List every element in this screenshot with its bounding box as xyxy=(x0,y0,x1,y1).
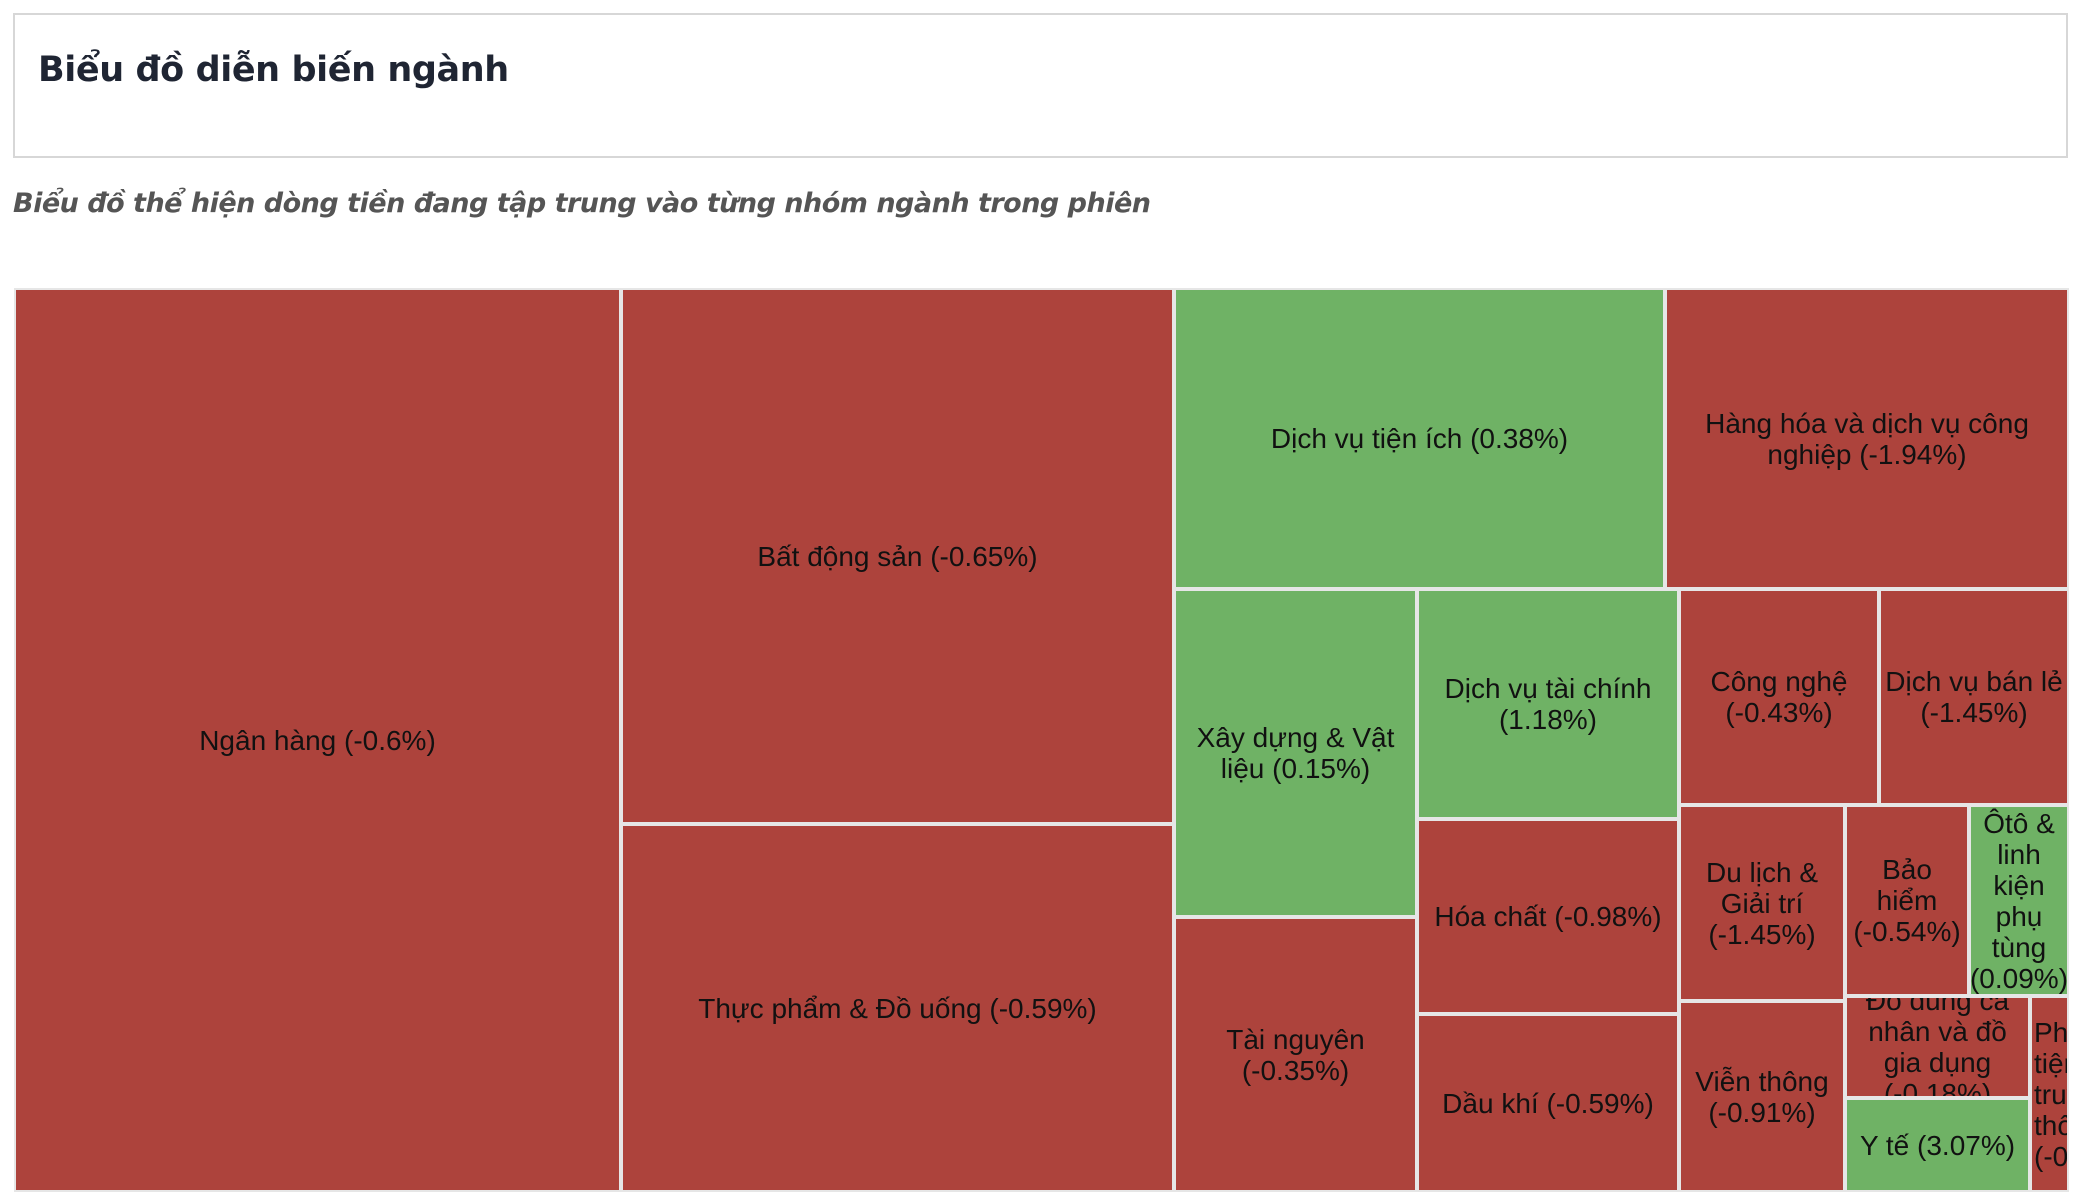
treemap-tile-dau-khi[interactable]: Dầu khí (-0.59%) xyxy=(1417,1014,1679,1192)
treemap-tile-label: Ngân hàng (-0.6%) xyxy=(199,724,436,756)
treemap-tile-label: Hàng hóa và dịch vụ công nghiệp (-1.94%) xyxy=(1705,407,2029,470)
chart-subtitle: Biểu đồ thể hiện dòng tiền đang tập trun… xyxy=(13,188,1151,219)
treemap-tile-hoa-chat[interactable]: Hóa chất (-0.98%) xyxy=(1417,819,1679,1014)
treemap-tile-xay-dung-vat-lieu[interactable]: Xây dựng & Vật liệu (0.15%) xyxy=(1174,589,1417,917)
treemap-tile-label: Dịch vụ tiện ích (0.38%) xyxy=(1270,423,1569,454)
treemap-tile-label: Hóa chất (-0.98%) xyxy=(1434,901,1662,932)
treemap-tile-bao-hiem[interactable]: Bảo hiểm (-0.54%) xyxy=(1845,805,1969,996)
page-title: Biểu đồ diễn biến ngành xyxy=(38,50,509,90)
treemap-tile-label: Bảo hiểm (-0.54%) xyxy=(1853,854,1961,947)
treemap-tile-label: Viễn thông (-0.91%) xyxy=(1695,1065,1829,1128)
treemap-tile-dich-vu-tien-ich[interactable]: Dịch vụ tiện ích (0.38%) xyxy=(1174,288,1665,589)
treemap-tile-thuc-pham-do-uong[interactable]: Thực phẩm & Đồ uống (-0.59%) xyxy=(621,824,1174,1192)
treemap-tile-label: Dầu khí (-0.59%) xyxy=(1442,1087,1654,1119)
treemap-tile-label: Đồ dùng cá nhân và đồ gia dụng (-0.18%) xyxy=(1865,996,2010,1098)
treemap-tile-label: Du lịch & Giải trí (-1.45%) xyxy=(1705,856,1819,950)
treemap-tile-vien-thong[interactable]: Viễn thông (-0.91%) xyxy=(1679,1001,1845,1192)
sector-treemap: Ngân hàng (-0.6%) Bất động sản (-0.65%) Th… xyxy=(14,288,2069,1192)
treemap-tile-oto-linh-kien-phu-tung[interactable]: Ôtô & linh kiện phụ tùng (0.09%) xyxy=(1969,805,2069,996)
treemap-tile-dich-vu-tai-chinh[interactable]: Dịch vụ tài chính (1.18%) xyxy=(1417,589,1679,819)
treemap-tile-ngan-hang[interactable]: Ngân hàng (-0.6%) xyxy=(14,288,621,1192)
treemap-tile-du-lich-giai-tri[interactable]: Du lịch & Giải trí (-1.45%) xyxy=(1679,805,1845,1001)
treemap-tile-dich-vu-ban-le[interactable]: Dịch vụ bán lẻ (-1.45%) xyxy=(1879,589,2069,805)
treemap-tile-y-te[interactable]: Y tế (3.07%) xyxy=(1845,1098,2030,1192)
treemap-tile-tai-nguyen[interactable]: Tài nguyên (-0.35%) xyxy=(1174,917,1417,1192)
treemap-tile-label: Bất động sản (-0.65%) xyxy=(757,540,1038,572)
treemap-tile-label: Dịch vụ tài chính (1.18%) xyxy=(1444,673,1652,735)
treemap-tile-label: Phương tiện truyền thông (-0. xyxy=(2034,1016,2069,1172)
treemap-tile-bat-dong-san[interactable]: Bất động sản (-0.65%) xyxy=(621,288,1174,824)
treemap-tile-cong-nghe[interactable]: Công nghệ (-0.43%) xyxy=(1679,589,1879,805)
treemap-tile-label: Xây dựng & Vật liệu (0.15%) xyxy=(1196,722,1395,784)
treemap-tile-label: Ôtô & linh kiện phụ tùng (0.09%) xyxy=(1969,807,2069,994)
chart-header-box xyxy=(13,13,2068,158)
treemap-tile-label: Tài nguyên (-0.35%) xyxy=(1226,1023,1365,1086)
treemap-tile-label: Công nghệ (-0.43%) xyxy=(1710,666,1848,728)
treemap-tile-phuong-tien-truyen-thong[interactable]: Phương tiện truyền thông (-0. xyxy=(2030,996,2069,1192)
treemap-tile-label: Dịch vụ bán lẻ (-1.45%) xyxy=(1885,666,2063,728)
treemap-tile-label: Y tế (3.07%) xyxy=(1859,1129,2016,1161)
treemap-tile-hang-hoa-va-dich-vu-cong-nghiep[interactable]: Hàng hóa và dịch vụ công nghiệp (-1.94%) xyxy=(1665,288,2069,589)
treemap-tile-label: Thực phẩm & Đồ uống (-0.59%) xyxy=(698,992,1097,1024)
treemap-tile-do-dung-ca-nhan-va-do-gia-dung[interactable]: Đồ dùng cá nhân và đồ gia dụng (-0.18%) xyxy=(1845,996,2030,1098)
